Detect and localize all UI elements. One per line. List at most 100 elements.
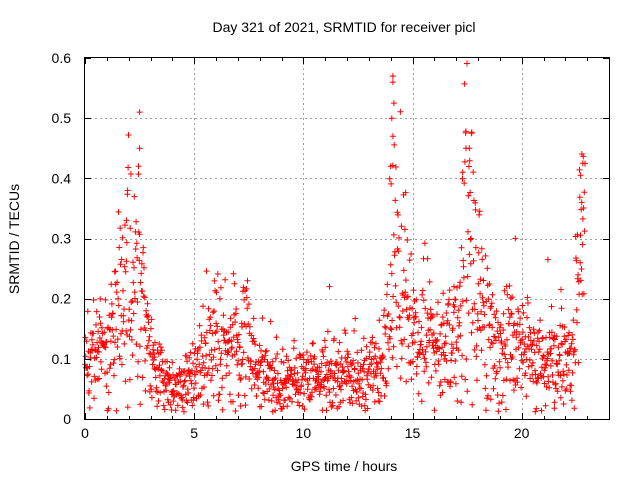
data-point bbox=[113, 407, 120, 414]
y-tick-label: 0.2 bbox=[52, 291, 72, 307]
data-point bbox=[204, 399, 211, 406]
x-tick-label: 0 bbox=[81, 425, 89, 441]
data-point bbox=[231, 280, 238, 287]
data-point bbox=[557, 394, 564, 401]
data-point bbox=[548, 345, 555, 352]
data-point bbox=[349, 400, 356, 407]
data-point bbox=[461, 180, 468, 187]
data-point bbox=[216, 295, 223, 302]
data-point bbox=[294, 369, 301, 376]
data-point bbox=[344, 354, 351, 361]
data-point bbox=[184, 358, 191, 365]
data-point bbox=[117, 225, 124, 232]
data-point bbox=[538, 407, 545, 414]
data-point bbox=[495, 408, 502, 415]
data-point bbox=[170, 387, 177, 394]
data-point bbox=[211, 346, 218, 353]
data-point bbox=[504, 336, 510, 343]
data-point bbox=[138, 260, 145, 267]
data-point bbox=[355, 394, 362, 401]
data-point bbox=[241, 392, 248, 399]
data-point bbox=[193, 363, 200, 370]
data-point bbox=[101, 329, 108, 336]
data-point bbox=[439, 344, 446, 351]
data-point bbox=[581, 228, 588, 235]
data-point bbox=[189, 367, 195, 374]
data-point bbox=[145, 312, 152, 319]
data-point bbox=[285, 357, 292, 364]
data-point bbox=[255, 374, 262, 381]
data-point bbox=[131, 289, 138, 296]
data-point bbox=[183, 372, 190, 378]
data-point bbox=[384, 281, 391, 288]
data-point bbox=[458, 244, 465, 251]
data-point bbox=[366, 366, 372, 373]
data-point bbox=[353, 388, 360, 395]
data-point bbox=[501, 287, 508, 294]
data-point bbox=[298, 382, 305, 389]
data-point bbox=[413, 363, 420, 370]
data-point bbox=[390, 343, 397, 350]
data-point bbox=[460, 263, 467, 270]
data-point bbox=[394, 209, 401, 216]
data-point bbox=[493, 337, 499, 344]
data-point bbox=[544, 256, 551, 263]
data-point bbox=[462, 128, 469, 135]
data-point bbox=[209, 330, 216, 337]
data-point bbox=[418, 324, 425, 331]
data-point bbox=[387, 325, 394, 332]
data-point bbox=[396, 313, 403, 320]
data-point bbox=[452, 358, 459, 364]
data-point bbox=[220, 312, 227, 319]
data-point bbox=[536, 338, 543, 345]
data-point bbox=[442, 352, 449, 359]
data-point bbox=[520, 309, 527, 316]
data-point bbox=[225, 349, 232, 356]
data-point bbox=[397, 108, 404, 115]
data-point bbox=[519, 329, 526, 336]
data-point bbox=[533, 342, 540, 349]
data-point bbox=[549, 357, 556, 364]
data-point bbox=[503, 406, 509, 413]
data-point bbox=[113, 326, 120, 333]
data-point bbox=[337, 361, 344, 367]
data-point bbox=[532, 367, 538, 374]
data-point bbox=[291, 370, 298, 377]
data-point bbox=[488, 300, 495, 307]
data-point bbox=[319, 348, 326, 355]
data-point bbox=[148, 394, 155, 401]
data-point bbox=[210, 354, 217, 361]
data-point bbox=[146, 388, 153, 395]
data-point bbox=[524, 343, 531, 350]
data-point bbox=[459, 175, 466, 182]
data-point bbox=[285, 394, 292, 401]
data-point bbox=[466, 157, 473, 164]
data-point bbox=[528, 346, 535, 353]
data-point bbox=[124, 187, 131, 194]
data-point bbox=[576, 194, 583, 201]
data-point bbox=[189, 402, 196, 409]
data-point bbox=[86, 387, 93, 394]
data-point bbox=[344, 348, 351, 355]
data-point bbox=[380, 353, 387, 360]
data-point bbox=[449, 325, 456, 332]
data-point bbox=[558, 383, 565, 390]
data-point bbox=[520, 359, 527, 366]
data-point bbox=[556, 352, 563, 359]
data-point bbox=[250, 335, 257, 342]
data-point bbox=[477, 276, 484, 283]
data-point bbox=[166, 364, 173, 371]
y-tick-label: 0.5 bbox=[52, 110, 72, 126]
data-point bbox=[235, 331, 242, 338]
data-point bbox=[114, 336, 121, 343]
data-point bbox=[233, 306, 240, 312]
data-point bbox=[402, 289, 409, 296]
data-point bbox=[493, 308, 500, 315]
data-point bbox=[511, 320, 518, 327]
data-point bbox=[388, 180, 395, 187]
data-point bbox=[359, 376, 366, 383]
data-point bbox=[315, 376, 322, 383]
data-point bbox=[432, 367, 439, 374]
data-point bbox=[451, 303, 458, 310]
data-point bbox=[507, 295, 514, 302]
